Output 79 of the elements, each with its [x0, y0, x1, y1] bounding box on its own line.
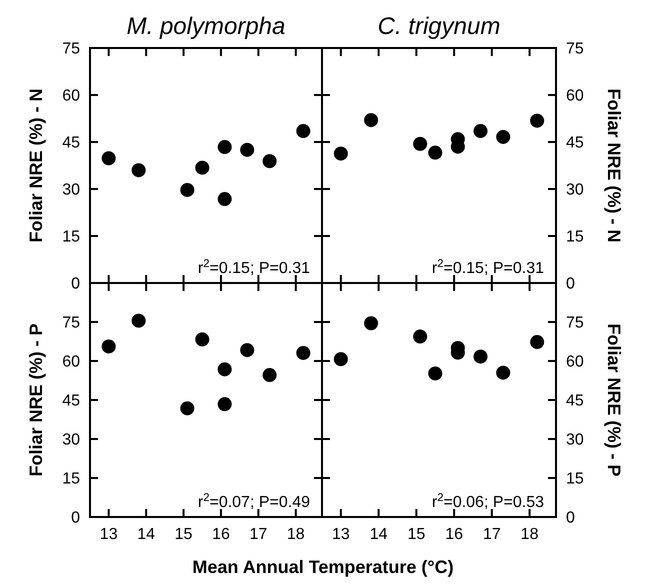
y-tick-label: 45 [62, 392, 80, 410]
x-tick-label: 13 [100, 526, 118, 543]
y-tick-label: 15 [566, 228, 584, 246]
y-tick-label: 30 [566, 432, 584, 449]
chart-title: M. polymorpha [126, 13, 286, 40]
y-tick-label: 45 [566, 392, 584, 410]
x-tick-label: 15 [174, 526, 193, 543]
point [218, 362, 232, 376]
y-tick-label: 75 [62, 314, 80, 332]
point [102, 339, 116, 354]
y-axis-title: Foliar NRE (%) - P [604, 323, 624, 477]
point [334, 146, 348, 161]
point [364, 316, 378, 330]
y-tick-label: 30 [62, 182, 80, 199]
x-tick-label: 14 [137, 526, 156, 543]
point [180, 182, 194, 197]
point [240, 343, 254, 358]
point [496, 130, 510, 144]
y-tick-label: 0 [71, 276, 80, 293]
x-tick-label: 16 [212, 526, 230, 543]
y-tick-label: 75 [62, 40, 80, 58]
annotation: r$^{2}$=0.07; P=0.49 [198, 492, 310, 511]
point [364, 113, 378, 128]
point [334, 352, 348, 366]
x-tick-label: 15 [407, 526, 426, 543]
y-tick-label: 75 [566, 40, 584, 58]
x-tick-label: 13 [332, 526, 350, 543]
point [195, 332, 210, 346]
x-tick-label: 18 [286, 526, 305, 543]
point [132, 314, 146, 328]
point [218, 397, 232, 412]
y-tick-label: 15 [566, 470, 584, 488]
point [428, 146, 442, 160]
y-tick-label: 45 [566, 134, 584, 152]
y-tick-label: 30 [566, 182, 584, 199]
annotation: r$^{2}$=0.06; P=0.53 [432, 492, 544, 511]
y-tick-label: 15 [62, 228, 80, 246]
point [240, 142, 254, 157]
point [428, 366, 442, 380]
annotation: r$^{2}$=0.15; P=0.31 [432, 258, 544, 277]
y-tick-label: 45 [62, 134, 80, 152]
point [218, 192, 232, 206]
point [413, 136, 428, 151]
x-tick-label: 17 [249, 526, 268, 543]
y-tick-label: 75 [566, 314, 584, 332]
annotation: r$^{2}$=0.15; P=0.31 [198, 258, 310, 277]
point [530, 335, 544, 350]
point [262, 154, 277, 168]
point [413, 330, 428, 344]
point [132, 163, 146, 178]
point [530, 114, 544, 128]
point [262, 368, 277, 382]
y-tick-label: 60 [566, 88, 584, 105]
x-tick-label: 14 [370, 526, 388, 543]
point [195, 160, 210, 175]
point [474, 124, 488, 138]
x-tick-label: 17 [482, 526, 501, 543]
y-axis-title: Foliar NRE (%) - P [26, 323, 46, 477]
point [180, 401, 194, 416]
y-tick-label: 60 [566, 354, 584, 371]
point [496, 366, 510, 380]
point [474, 350, 488, 364]
y-tick-label: 0 [71, 510, 80, 527]
point [102, 151, 116, 166]
y-tick-label: 0 [566, 510, 575, 527]
y-tick-label: 60 [62, 88, 80, 105]
y-axis-title: Foliar NRE (%) - N [604, 88, 624, 243]
y-axis-title: Foliar NRE (%) - N [26, 88, 46, 243]
chart-title: C. trigynum [378, 13, 500, 40]
y-tick-label: 30 [62, 432, 80, 449]
x-tick-label: 18 [520, 526, 539, 543]
y-tick-label: 60 [62, 354, 80, 371]
point [296, 124, 310, 138]
y-tick-label: 0 [566, 276, 575, 293]
y-tick-label: 15 [62, 470, 80, 488]
x-axis-title: Mean Annual Temperature (°C) [192, 557, 454, 577]
point [296, 346, 310, 360]
x-tick-label: 16 [445, 526, 464, 543]
point [218, 140, 232, 154]
